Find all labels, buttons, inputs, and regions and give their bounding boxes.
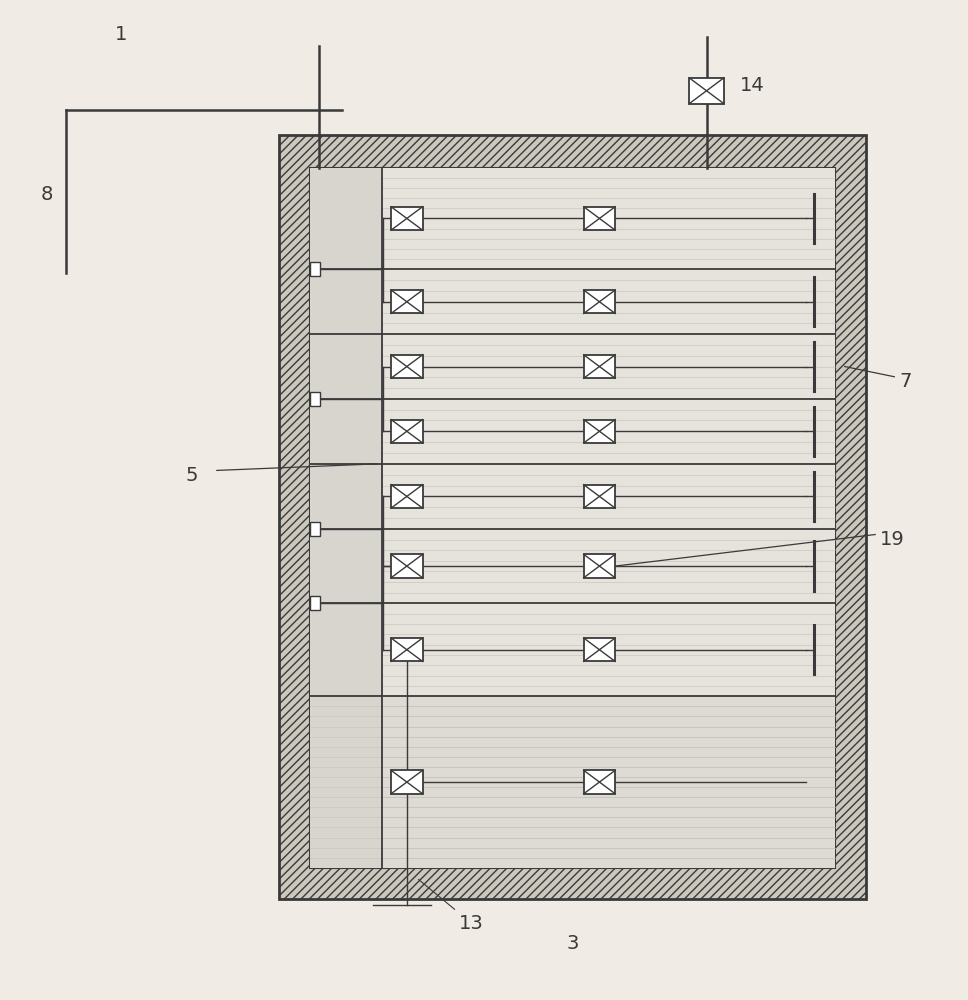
Bar: [382, 603, 835, 696]
Bar: [391, 554, 423, 578]
Bar: [311, 696, 835, 868]
Bar: [584, 638, 616, 661]
Bar: [382, 168, 835, 269]
Bar: [382, 696, 835, 868]
Text: 5: 5: [185, 466, 197, 485]
Bar: [391, 420, 423, 443]
Text: 19: 19: [880, 530, 905, 549]
Bar: [382, 529, 835, 603]
Bar: [391, 485, 423, 508]
Bar: [391, 638, 423, 661]
Bar: [391, 290, 423, 313]
Bar: [584, 207, 616, 230]
Bar: [689, 78, 724, 104]
Text: 14: 14: [740, 76, 765, 95]
Bar: [391, 770, 423, 794]
Bar: [311, 392, 319, 406]
Text: 13: 13: [418, 879, 484, 933]
Bar: [584, 420, 616, 443]
Bar: [279, 135, 865, 899]
Bar: [391, 207, 423, 230]
Bar: [311, 262, 319, 276]
Bar: [311, 168, 382, 868]
Text: 1: 1: [115, 25, 128, 44]
Bar: [584, 485, 616, 508]
Bar: [584, 355, 616, 378]
Bar: [382, 399, 835, 464]
Bar: [382, 269, 835, 334]
Bar: [311, 522, 319, 536]
Bar: [584, 554, 616, 578]
Text: 3: 3: [566, 934, 579, 953]
Bar: [584, 770, 616, 794]
Bar: [391, 355, 423, 378]
Text: 8: 8: [41, 185, 53, 204]
Bar: [382, 334, 835, 399]
Bar: [584, 290, 616, 313]
Text: 7: 7: [899, 372, 912, 391]
Bar: [311, 596, 319, 610]
Bar: [382, 464, 835, 529]
Bar: [311, 168, 835, 868]
